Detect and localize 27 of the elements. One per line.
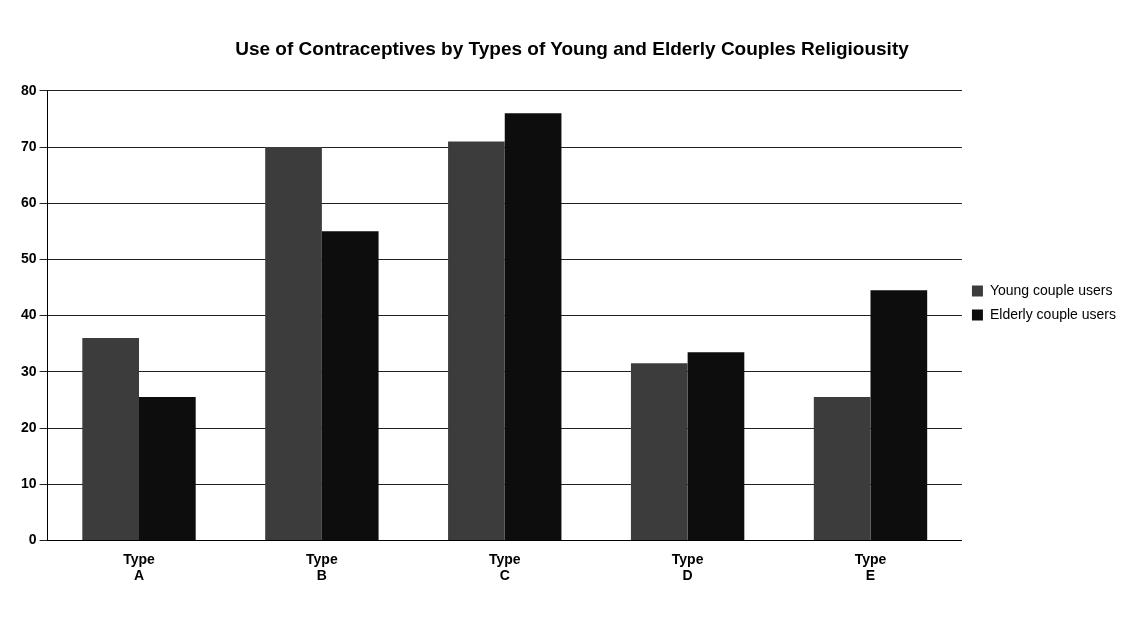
x-tick-label: Type D [671,550,704,584]
legend-label: Young couple users [989,281,1113,298]
bar [139,397,196,540]
y-tick-label: 30 [20,362,37,379]
x-tick-label: Type A [123,550,156,584]
bar [448,141,505,540]
chart-title: Use of Contraceptives by Types of Young and Elderly Couples Religiousity [235,37,910,59]
y-tick-label: 0 [28,531,37,548]
y-tick-label: 60 [20,194,37,211]
x-tick-label: Type C [488,550,521,584]
bar [813,397,871,540]
x-tick-label: Type B [306,550,338,584]
y-tick-label: 70 [20,137,37,154]
x-tick-label: Type E [854,550,887,584]
bar [321,231,379,540]
y-tick-label: 80 [20,81,37,98]
y-tick-label: 20 [20,418,37,435]
bar [504,113,562,540]
bar [265,147,322,540]
bar [870,290,928,540]
legend-label: Elderly couple users [989,305,1116,322]
bar [82,338,140,540]
bar [630,363,688,540]
bar [687,352,745,540]
y-tick-label: 40 [20,306,37,323]
y-tick-label: 10 [20,475,37,492]
y-tick-label: 50 [20,250,37,267]
